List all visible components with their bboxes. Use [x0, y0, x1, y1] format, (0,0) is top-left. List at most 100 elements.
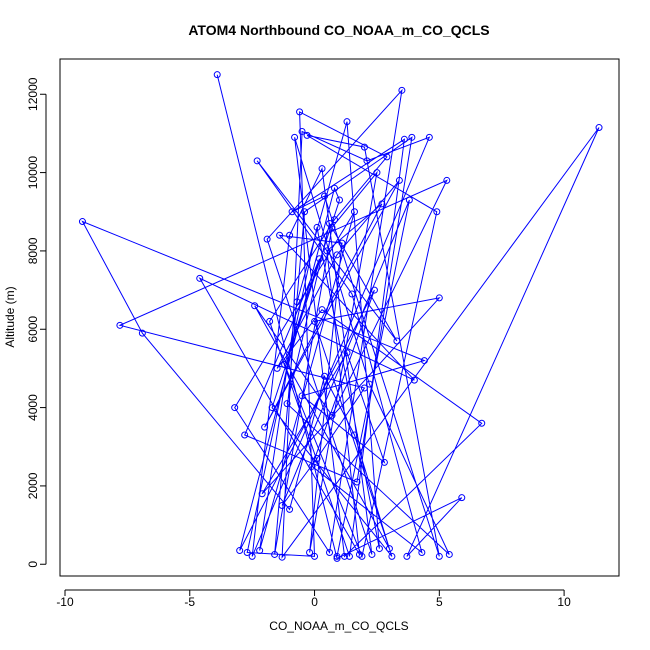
data-point: [266, 317, 274, 325]
y-tick-label: 4000: [26, 394, 40, 421]
data-point: [268, 404, 276, 412]
data-point: [311, 317, 319, 325]
data-point: [308, 462, 316, 470]
data-point: [418, 549, 426, 556]
data-point: [340, 552, 348, 560]
y-axis: 0 2000 4000 6000 8000 10000 12000: [26, 77, 47, 568]
data-point: [326, 220, 334, 227]
data-point: [400, 135, 408, 143]
data-point: [323, 247, 331, 255]
data-point: [370, 286, 378, 294]
data-point: [116, 321, 124, 329]
data-point: [248, 552, 256, 560]
data-point: [378, 200, 386, 208]
data-point: [258, 490, 266, 498]
data-point: [301, 208, 309, 216]
data-point: [420, 357, 428, 365]
data-point: [276, 231, 284, 239]
data-point: [373, 169, 381, 177]
y-tick-label: 10000: [26, 156, 40, 190]
data-point: [138, 329, 146, 337]
data-point: [78, 218, 86, 226]
x-tick-label: 5: [436, 595, 443, 609]
plot-frame: [59, 58, 620, 577]
data-point: [380, 458, 388, 466]
chart-title: ATOM4 Northbound CO_NOAA_m_CO_QCLS: [188, 22, 489, 38]
data-point: [263, 235, 271, 243]
data-point: [395, 176, 403, 184]
y-tick-label: 12000: [26, 77, 40, 111]
data-point: [251, 302, 259, 310]
y-tick-label: 2000: [26, 472, 40, 499]
data-point: [278, 553, 286, 561]
data-point: [288, 208, 296, 216]
data-point: [256, 547, 264, 555]
data-point: [333, 552, 341, 560]
data-point: [348, 290, 356, 298]
data-point: [355, 550, 363, 558]
data-point: [360, 384, 368, 392]
data-point: [353, 478, 361, 486]
data-point: [338, 239, 346, 247]
data-point: [306, 549, 314, 556]
data-point: [313, 455, 321, 462]
data-point: [286, 505, 294, 513]
data-point: [253, 157, 261, 165]
data-point: [316, 255, 324, 263]
data-point: [350, 208, 358, 216]
data-point: [321, 372, 329, 380]
data-point: [318, 165, 326, 173]
data-point: [286, 231, 294, 239]
x-tick-label: -5: [184, 595, 195, 609]
data-point: [445, 550, 453, 558]
x-tick-label: 0: [311, 595, 318, 609]
data-point: [296, 108, 304, 116]
data-point: [350, 431, 358, 439]
data-point: [261, 423, 269, 431]
x-tick-label: 10: [557, 595, 571, 609]
data-point: [343, 118, 351, 126]
data-point: [298, 127, 306, 135]
data-point: [281, 361, 289, 368]
x-axis: -10 -5 0 5 10: [56, 589, 571, 609]
data-point: [271, 550, 279, 558]
data-point: [343, 349, 351, 357]
series-line: [81, 74, 600, 560]
data-point: [345, 552, 353, 560]
y-tick-label: 8000: [26, 237, 40, 264]
data-point: [241, 431, 249, 439]
data-point: [331, 184, 339, 192]
data-point: [375, 545, 383, 553]
data-point: [273, 364, 281, 372]
data-point: [365, 380, 373, 388]
data-point: [231, 404, 239, 412]
data-point: [318, 306, 326, 314]
series-layer: [78, 71, 603, 562]
data-point: [213, 71, 221, 79]
data-point: [433, 208, 441, 216]
data-point: [385, 545, 393, 553]
data-point: [303, 131, 311, 139]
y-tick-label: 0: [26, 561, 40, 568]
data-point: [313, 223, 321, 231]
data-point: [196, 274, 204, 282]
data-point: [383, 153, 391, 161]
data-point: [326, 549, 334, 556]
data-point: [321, 192, 329, 200]
data-point: [298, 392, 306, 400]
data-point: [435, 552, 443, 560]
data-point: [398, 86, 406, 94]
data-point: [403, 552, 411, 560]
data-point: [595, 124, 603, 132]
data-point: [328, 411, 336, 419]
data-point: [333, 554, 341, 562]
y-tick-label: 6000: [26, 316, 40, 343]
data-point: [283, 400, 291, 408]
data-point: [478, 419, 486, 427]
data-point: [408, 133, 416, 141]
x-tick-label: -10: [56, 595, 74, 609]
data-point: [405, 196, 413, 204]
data-point: [435, 294, 443, 302]
data-point: [388, 552, 396, 560]
